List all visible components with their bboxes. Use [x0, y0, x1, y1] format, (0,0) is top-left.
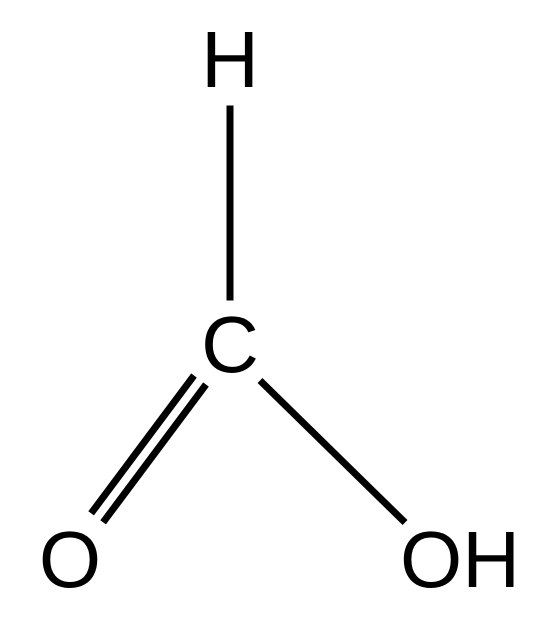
- atom-oxygen-left: O: [39, 514, 101, 606]
- atom-hydrogen: H: [201, 14, 259, 106]
- bond-line: [101, 383, 210, 525]
- molecule-diagram: H C O OH: [0, 0, 559, 624]
- bond-line: [258, 377, 408, 524]
- atom-carbon: C: [201, 299, 259, 391]
- bond-line: [88, 373, 197, 515]
- atom-hydroxyl: OH: [400, 514, 520, 606]
- bond-line: [227, 105, 234, 300]
